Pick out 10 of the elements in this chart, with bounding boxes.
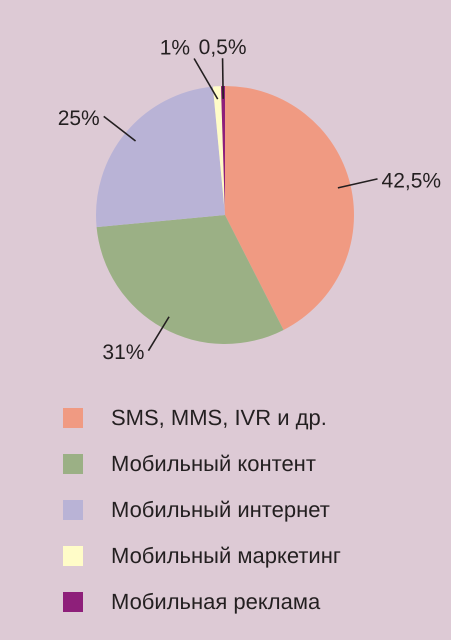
data-label: 31%	[102, 341, 144, 364]
legend-label: Мобильный маркетинг	[111, 543, 341, 569]
legend-label: Мобильный контент	[111, 451, 316, 477]
data-label: 25%	[58, 106, 100, 130]
data-label: 1%	[160, 36, 190, 60]
legend-label: Мобильный интернет	[111, 497, 330, 523]
data-label: 42,5%	[382, 169, 442, 192]
legend-label: SMS, MMS, IVR и др.	[111, 405, 327, 431]
data-label: 0,5%	[198, 36, 247, 60]
legend-label: Мобильная реклама	[111, 589, 320, 615]
